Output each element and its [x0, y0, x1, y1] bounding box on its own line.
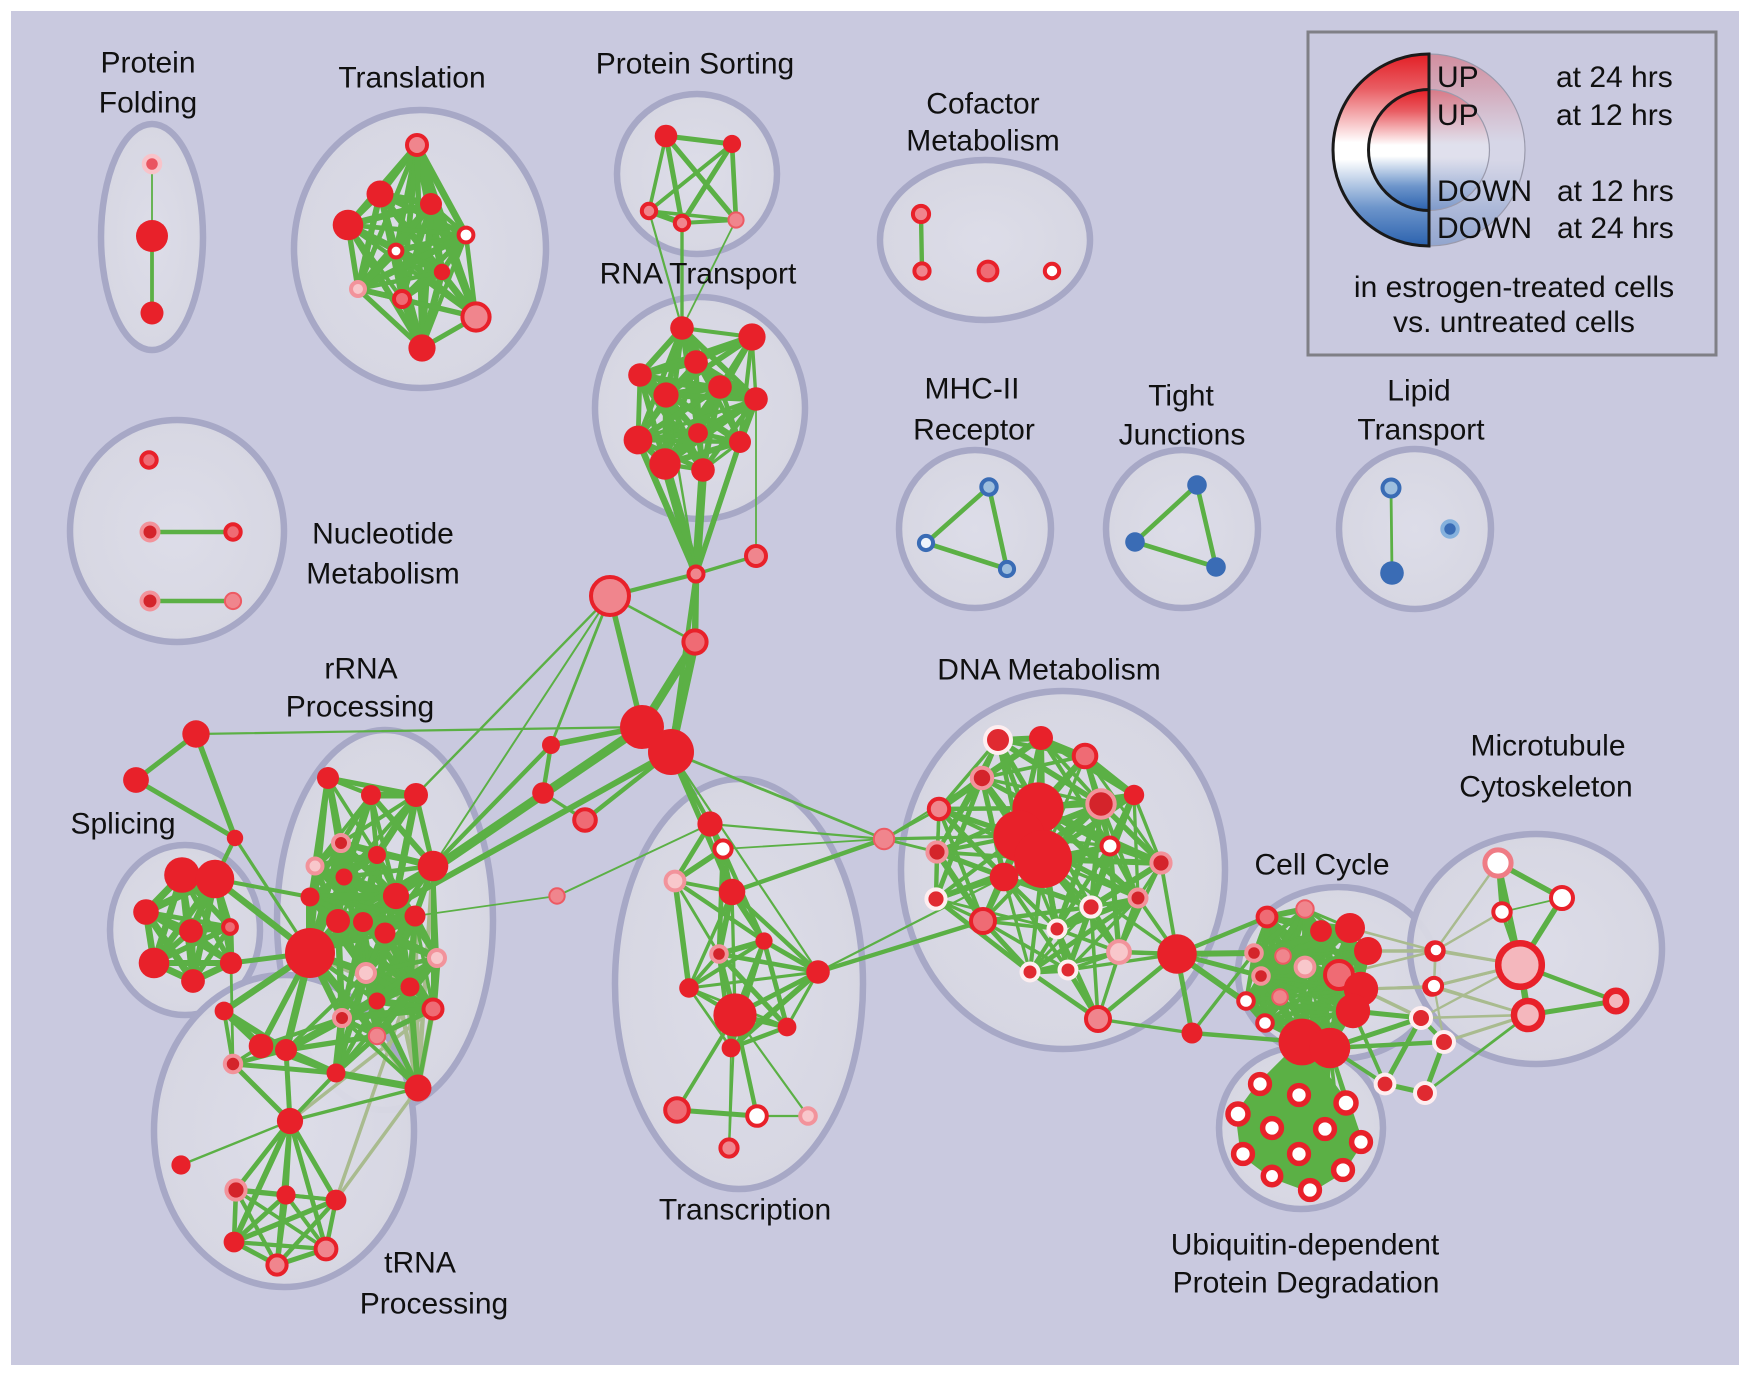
svg-text:MHC-II: MHC-II	[925, 373, 1020, 406]
svg-text:at 24 hrs: at 24 hrs	[1556, 61, 1673, 94]
svg-text:Cell Cycle: Cell Cycle	[1254, 849, 1389, 882]
svg-text:DOWN: DOWN	[1437, 212, 1532, 245]
svg-text:Folding: Folding	[99, 87, 197, 120]
svg-text:UP: UP	[1437, 61, 1479, 94]
svg-text:in estrogen-treated cells: in estrogen-treated cells	[1354, 271, 1674, 304]
svg-text:Transport: Transport	[1357, 414, 1485, 447]
svg-text:Receptor: Receptor	[913, 414, 1035, 447]
svg-text:Splicing: Splicing	[70, 808, 175, 841]
svg-text:Metabolism: Metabolism	[906, 125, 1059, 158]
svg-text:DNA Metabolism: DNA Metabolism	[937, 654, 1160, 687]
svg-text:DOWN: DOWN	[1437, 175, 1532, 208]
svg-text:at 24 hrs: at 24 hrs	[1557, 212, 1674, 245]
svg-text:Processing: Processing	[286, 691, 434, 724]
svg-text:Metabolism: Metabolism	[306, 558, 459, 591]
svg-text:Protein Degradation: Protein Degradation	[1173, 1267, 1440, 1300]
svg-text:Transcription: Transcription	[659, 1194, 831, 1227]
svg-text:at 12 hrs: at 12 hrs	[1557, 175, 1674, 208]
svg-text:Protein Sorting: Protein Sorting	[596, 48, 794, 81]
svg-text:at 12 hrs: at 12 hrs	[1556, 99, 1673, 132]
svg-text:Cytoskeleton: Cytoskeleton	[1459, 771, 1632, 804]
svg-text:Cofactor: Cofactor	[926, 88, 1039, 121]
svg-text:Ubiquitin-dependent: Ubiquitin-dependent	[1171, 1229, 1440, 1262]
svg-text:UP: UP	[1437, 99, 1479, 132]
svg-text:Translation: Translation	[338, 62, 485, 95]
svg-text:Microtubule: Microtubule	[1470, 730, 1625, 763]
svg-text:tRNA: tRNA	[384, 1247, 456, 1280]
svg-text:Junctions: Junctions	[1119, 419, 1246, 452]
svg-text:Nucleotide: Nucleotide	[312, 518, 454, 551]
svg-text:Tight: Tight	[1148, 380, 1214, 413]
svg-text:rRNA: rRNA	[324, 653, 397, 686]
svg-text:Processing: Processing	[360, 1288, 508, 1321]
svg-text:Lipid: Lipid	[1387, 375, 1450, 408]
svg-text:vs. untreated cells: vs. untreated cells	[1393, 306, 1635, 339]
svg-text:RNA Transport: RNA Transport	[600, 258, 797, 291]
svg-text:Protein: Protein	[100, 47, 195, 80]
